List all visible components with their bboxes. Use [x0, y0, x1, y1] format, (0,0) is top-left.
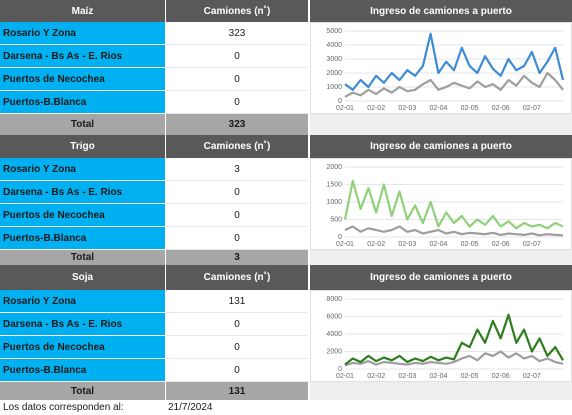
x-tick-label: 02-05 [461, 105, 479, 112]
port-name: Rosario Y Zona [0, 158, 165, 181]
port-name: Puertos-B.Blanca [0, 91, 165, 114]
x-tick-label: 02-03 [398, 241, 416, 248]
x-tick-label: 02-06 [492, 373, 510, 380]
port-name: Puertos de Necochea [0, 68, 165, 91]
port-value: 323 [166, 22, 308, 45]
y-tick-label: 6000 [326, 313, 342, 320]
x-tick-label: 02-06 [492, 105, 510, 112]
column-header: Camiones (n˚) [166, 0, 308, 22]
x-tick-label: 02-02 [367, 105, 385, 112]
chart: 0 2000 4000 6000 8000 02-01 02-02 02-03 02-04 02-… [310, 290, 572, 382]
total-value: 323 [166, 114, 308, 135]
port-value: 0 [166, 91, 308, 114]
y-tick-label: 1500 [326, 181, 342, 188]
y-tick-label: 500 [330, 216, 342, 223]
port-value: 0 [166, 204, 308, 227]
x-tick-label: 02-02 [367, 241, 385, 248]
series-line [344, 71, 564, 98]
y-tick-label: 1000 [326, 84, 342, 91]
chart: 0 500 1000 1500 2000 02-01 02-02 02-03 02-04 02-0… [310, 158, 572, 250]
x-tick-label: 02-05 [461, 373, 479, 380]
product-header: Trigo [0, 135, 165, 158]
product-header: Maíz [0, 0, 165, 22]
x-tick-label: 02-01 [336, 105, 354, 112]
y-tick-label: 2000 [326, 164, 342, 171]
y-tick-label: 0 [338, 366, 342, 373]
y-tick-label: 5000 [326, 28, 342, 35]
x-tick-label: 02-03 [398, 105, 416, 112]
port-name: Darsena - Bs As - E. Rios [0, 45, 165, 68]
total-label: Total [0, 250, 165, 265]
y-tick-label: 8000 [326, 296, 342, 303]
series-line [344, 350, 564, 367]
chart-title: Ingreso de camiones a puerto [310, 265, 572, 290]
line-chart: 0 2000 4000 6000 8000 02-01 02-02 02-03 02-04 02-… [326, 296, 564, 380]
chart-footer-bg [310, 114, 572, 135]
port-name: Puertos-B.Blanca [0, 227, 165, 250]
x-tick-label: 02-01 [336, 241, 354, 248]
y-tick-label: 3000 [326, 56, 342, 63]
x-tick-label: 02-04 [429, 373, 447, 380]
y-tick-label: 4000 [326, 42, 342, 49]
chart-title: Ingreso de camiones a puerto [310, 0, 572, 22]
total-value: 131 [166, 382, 308, 400]
port-value: 0 [166, 359, 308, 382]
chart-footer-bg [310, 382, 572, 400]
port-value: 0 [166, 68, 308, 91]
column-header: Camiones (n˚) [166, 265, 308, 290]
y-tick-label: 0 [338, 98, 342, 105]
port-name: Puertos-B.Blanca [0, 359, 165, 382]
y-tick-label: 2000 [326, 70, 342, 77]
port-name: Puertos de Necochea [0, 336, 165, 359]
total-label: Total [0, 382, 165, 400]
x-tick-label: 02-07 [523, 373, 541, 380]
port-name: Darsena - Bs As - E. Rios [0, 181, 165, 204]
port-name: Rosario Y Zona [0, 22, 165, 45]
line-chart: 0 500 1000 1500 2000 02-01 02-02 02-03 02-04 02-0… [326, 164, 564, 248]
total-value: 3 [166, 250, 308, 265]
product-header: Soja [0, 265, 165, 290]
x-tick-label: 02-07 [523, 241, 541, 248]
port-value: 3 [166, 158, 308, 181]
footer-label: Los datos corresponden al: [3, 402, 124, 413]
total-label: Total [0, 114, 165, 135]
y-tick-label: 1000 [326, 199, 342, 206]
chart: 0 1000 2000 3000 4000 5000 02-01 02-02 02-03 02-0… [310, 22, 572, 114]
chart-footer-bg [310, 250, 572, 265]
x-tick-label: 02-03 [398, 373, 416, 380]
footer-date: 21/7/2024 [168, 402, 213, 413]
port-value: 0 [166, 227, 308, 250]
series-line [344, 225, 564, 237]
port-value: 131 [166, 290, 308, 313]
port-value: 0 [166, 336, 308, 359]
port-name: Puertos de Necochea [0, 204, 165, 227]
x-tick-label: 02-06 [492, 241, 510, 248]
port-name: Rosario Y Zona [0, 290, 165, 313]
series-line [343, 179, 564, 230]
chart-title: Ingreso de camiones a puerto [310, 135, 572, 158]
x-tick-label: 02-05 [461, 241, 479, 248]
line-chart: 0 1000 2000 3000 4000 5000 02-01 02-02 02-03 02-0… [326, 28, 565, 112]
y-tick-label: 0 [338, 234, 342, 241]
x-tick-label: 02-07 [523, 105, 541, 112]
port-name: Darsena - Bs As - E. Rios [0, 313, 165, 336]
x-tick-label: 02-01 [336, 373, 354, 380]
port-value: 0 [166, 313, 308, 336]
y-tick-label: 4000 [326, 331, 342, 338]
x-tick-label: 02-02 [367, 373, 385, 380]
series-line [344, 32, 565, 91]
series-line [344, 313, 564, 366]
x-tick-label: 02-04 [429, 105, 447, 112]
column-header: Camiones (n˚) [166, 135, 308, 158]
x-tick-label: 02-04 [429, 241, 447, 248]
port-value: 0 [166, 45, 308, 68]
y-tick-label: 2000 [326, 348, 342, 355]
port-value: 0 [166, 181, 308, 204]
